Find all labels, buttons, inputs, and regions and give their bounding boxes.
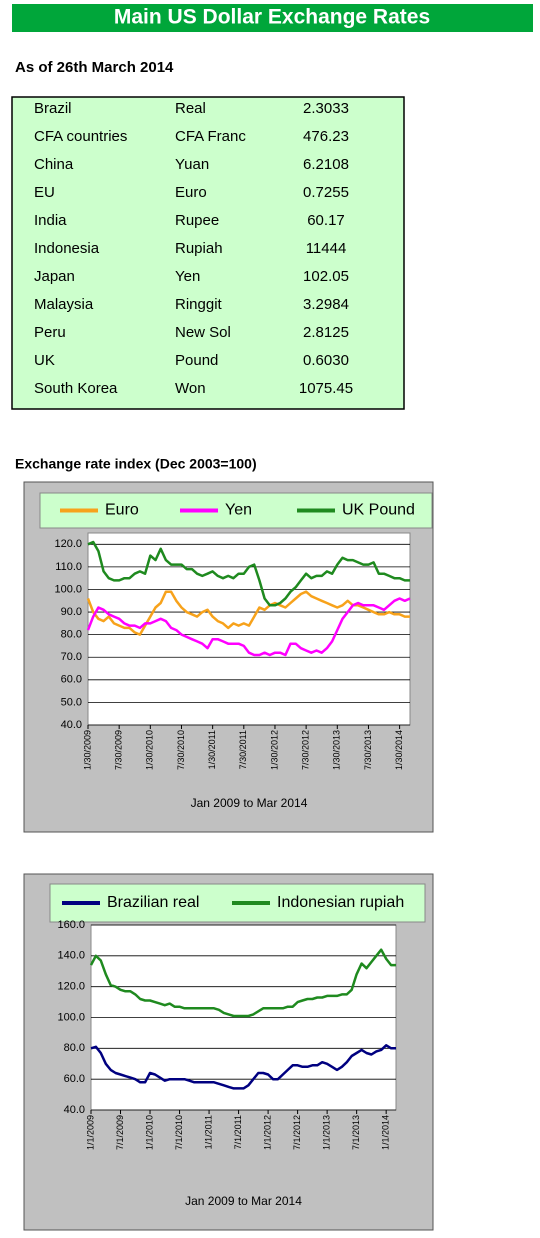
table-country: Japan xyxy=(34,268,75,285)
table-rate: 2.3033 xyxy=(303,100,349,117)
table-country: CFA countries xyxy=(34,128,127,145)
y-tick-label: 120.0 xyxy=(57,981,85,993)
x-tick-label: 7/1/2011 xyxy=(233,1115,243,1149)
table-currency: Euro xyxy=(175,184,207,201)
x-tick-label: 1/1/2013 xyxy=(322,1115,332,1150)
table-country: Malaysia xyxy=(34,296,94,313)
table-currency: New Sol xyxy=(175,324,231,341)
table-currency: CFA Franc xyxy=(175,128,246,145)
table-rate: 3.2984 xyxy=(303,296,349,313)
y-tick-label: 80.0 xyxy=(64,1042,85,1054)
legend xyxy=(39,492,433,529)
table-country: EU xyxy=(34,184,55,201)
x-tick-label: 1/30/2013 xyxy=(332,730,342,770)
x-tick-label: 1/1/2009 xyxy=(85,1115,95,1150)
y-tick-label: 160.0 xyxy=(57,919,85,931)
table-country: India xyxy=(34,212,67,229)
x-tick-label: 7/30/2011 xyxy=(238,730,248,769)
x-tick-label: 7/30/2013 xyxy=(363,730,373,770)
y-tick-label: 90.0 xyxy=(61,606,82,618)
x-tick-label: 1/30/2011 xyxy=(207,730,217,769)
table-currency: Ringgit xyxy=(175,296,223,313)
table-currency: Real xyxy=(175,100,206,117)
x-tick-label: 1/1/2014 xyxy=(381,1115,391,1150)
table-rate: 11444 xyxy=(306,240,347,257)
x-tick-label: 7/1/2012 xyxy=(292,1115,302,1150)
title-bar xyxy=(12,4,533,32)
legend-label: Indonesian rupiah xyxy=(277,894,404,911)
y-tick-label: 50.0 xyxy=(61,696,82,708)
table-rate: 6.2108 xyxy=(303,156,349,173)
y-tick-label: 60.0 xyxy=(61,674,82,686)
y-tick-label: 80.0 xyxy=(61,629,82,641)
y-tick-label: 40.0 xyxy=(64,1104,85,1116)
y-tick-label: 140.0 xyxy=(57,950,85,962)
table-rate: 2.8125 xyxy=(303,324,349,341)
x-tick-label: 1/30/2014 xyxy=(394,730,404,770)
y-tick-label: 100.0 xyxy=(57,1011,85,1023)
table-currency: Rupee xyxy=(175,212,219,229)
table-rate: 102.05 xyxy=(303,268,349,285)
series-line xyxy=(89,948,396,1018)
table-currency: Yuan xyxy=(175,156,209,173)
page-title: Main US Dollar Exchange Rates xyxy=(114,6,430,29)
date-note: As of 26th March 2014 xyxy=(15,59,174,76)
x-axis-label: Jan 2009 to Mar 2014 xyxy=(185,1194,302,1208)
y-tick-label: 40.0 xyxy=(61,719,82,731)
table-currency: Won xyxy=(175,380,206,397)
legend-label: Brazilian real xyxy=(107,894,199,911)
x-tick-label: 1/1/2012 xyxy=(262,1115,272,1150)
y-tick-label: 70.0 xyxy=(61,651,82,663)
y-tick-label: 110.0 xyxy=(55,561,82,573)
rates-table xyxy=(11,96,405,410)
series-line xyxy=(87,540,410,607)
x-tick-label: 1/30/2009 xyxy=(82,730,92,770)
x-tick-label: 1/1/2010 xyxy=(144,1115,154,1150)
table-country: China xyxy=(34,156,74,173)
table-country: South Korea xyxy=(34,380,118,397)
x-tick-label: 7/30/2010 xyxy=(176,730,186,770)
table-body: Brazil Real 2.3033 CFA countries CFA Franc 47… xyxy=(34,100,353,397)
y-tick-label: 60.0 xyxy=(64,1073,85,1085)
series-line xyxy=(90,1044,396,1090)
table-currency: Pound xyxy=(175,352,218,369)
x-tick-label: 7/1/2009 xyxy=(115,1115,125,1150)
x-tick-label: 1/30/2012 xyxy=(269,730,279,770)
plot-area xyxy=(87,532,411,726)
table-rate: 0.7255 xyxy=(303,184,349,201)
table-rate: 0.6030 xyxy=(303,352,349,369)
x-tick-label: 7/1/2013 xyxy=(351,1115,361,1150)
table-country: UK xyxy=(34,352,55,369)
table-rate: 1075.45 xyxy=(299,380,353,397)
legend-label: UK Pound xyxy=(342,502,415,519)
y-tick-label: 120.0 xyxy=(54,538,82,550)
legend-label: Euro xyxy=(105,502,139,519)
legend-label: Yen xyxy=(225,502,252,519)
table-currency: Rupiah xyxy=(175,240,223,257)
charts: Exchange rate index (Dec 2003=100) Euro Ye… xyxy=(15,456,434,1231)
table-country: Peru xyxy=(34,324,66,341)
x-tick-label: 7/30/2009 xyxy=(114,730,124,770)
x-tick-label: 1/1/2011 xyxy=(203,1115,213,1149)
x-tick-label: 7/30/2012 xyxy=(301,730,311,770)
x-tick-label: 1/30/2010 xyxy=(145,730,155,770)
y-tick-label: 100.0 xyxy=(54,583,82,595)
x-tick-label: 7/1/2010 xyxy=(174,1115,184,1150)
table-rate: 476.23 xyxy=(303,128,349,145)
table-currency: Yen xyxy=(175,268,200,285)
chart-title: Exchange rate index (Dec 2003=100) xyxy=(15,456,257,472)
x-axis-label: Jan 2009 to Mar 2014 xyxy=(191,796,308,810)
table-country: Indonesia xyxy=(34,240,100,257)
series-line xyxy=(86,590,410,636)
series-line xyxy=(86,597,411,657)
table-country: Brazil xyxy=(34,100,72,117)
table-rate: 60.17 xyxy=(307,212,345,229)
